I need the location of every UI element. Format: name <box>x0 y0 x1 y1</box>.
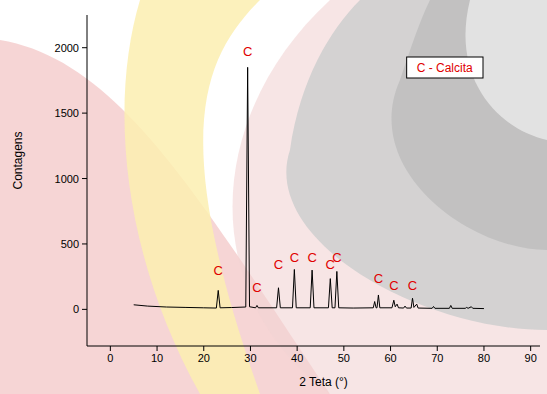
peak-label: C <box>243 44 252 59</box>
x-tick <box>250 346 251 351</box>
x-tick <box>297 346 298 351</box>
background <box>0 0 547 394</box>
x-tick-label: 30 <box>244 352 256 364</box>
x-tick-label: 20 <box>198 352 210 364</box>
x-tick <box>483 346 484 351</box>
y-tick <box>82 178 87 179</box>
chart: 0 10 20 30 40 50 60 70 80 90 0 500 1000 1500 2000 2 Tet… <box>0 0 547 394</box>
legend-box <box>407 57 483 78</box>
y-tick <box>82 47 87 48</box>
x-tick <box>157 346 158 351</box>
x-tick-label: 80 <box>478 352 490 364</box>
x-tick-label: 50 <box>338 352 350 364</box>
y-tick-label: 1000 <box>55 173 79 185</box>
legend: C - Calcita <box>407 57 483 78</box>
x-axis <box>87 346 540 347</box>
x-tick-label: 0 <box>107 352 113 364</box>
pattern-line <box>134 67 484 308</box>
y-tick-label: 2000 <box>55 42 79 54</box>
y-tick-label: 1500 <box>55 107 79 119</box>
x-tick-label: 70 <box>431 352 443 364</box>
plot-area <box>134 67 484 308</box>
peak-label: C <box>214 263 223 278</box>
x-tick <box>437 346 438 351</box>
peak-label: C <box>389 278 398 293</box>
peak-label: C <box>252 280 261 295</box>
peak-label: C <box>408 278 417 293</box>
x-tick <box>390 346 391 351</box>
y-tick-label: 500 <box>61 238 79 250</box>
peak-label: C <box>374 271 383 286</box>
peak-label: C <box>332 250 341 265</box>
y-tick <box>82 243 87 244</box>
x-tick <box>110 346 111 351</box>
peak-label: C <box>290 250 299 265</box>
deco-gray-dark <box>392 0 547 250</box>
x-tick-label: 10 <box>151 352 163 364</box>
x-tick <box>343 346 344 351</box>
peak-label: C <box>274 257 283 272</box>
legend-text: C - Calcita <box>417 61 473 75</box>
deco-gray <box>286 0 547 330</box>
y-axis <box>87 15 88 346</box>
y-axis-title: Contagens <box>11 131 25 189</box>
x-tick-label: 40 <box>291 352 303 364</box>
x-tick-label: 90 <box>525 352 537 364</box>
x-tick <box>203 346 204 351</box>
y-tick-label: 0 <box>73 303 79 315</box>
background-decoration <box>0 0 547 394</box>
y-tick <box>82 309 87 310</box>
y-tick <box>82 113 87 114</box>
x-tick <box>530 346 531 351</box>
deco-pink-right <box>233 0 547 394</box>
x-axis-title: 2 Teta (°) <box>299 375 348 389</box>
peak-label: C <box>307 250 316 265</box>
x-tick-label: 60 <box>384 352 396 364</box>
